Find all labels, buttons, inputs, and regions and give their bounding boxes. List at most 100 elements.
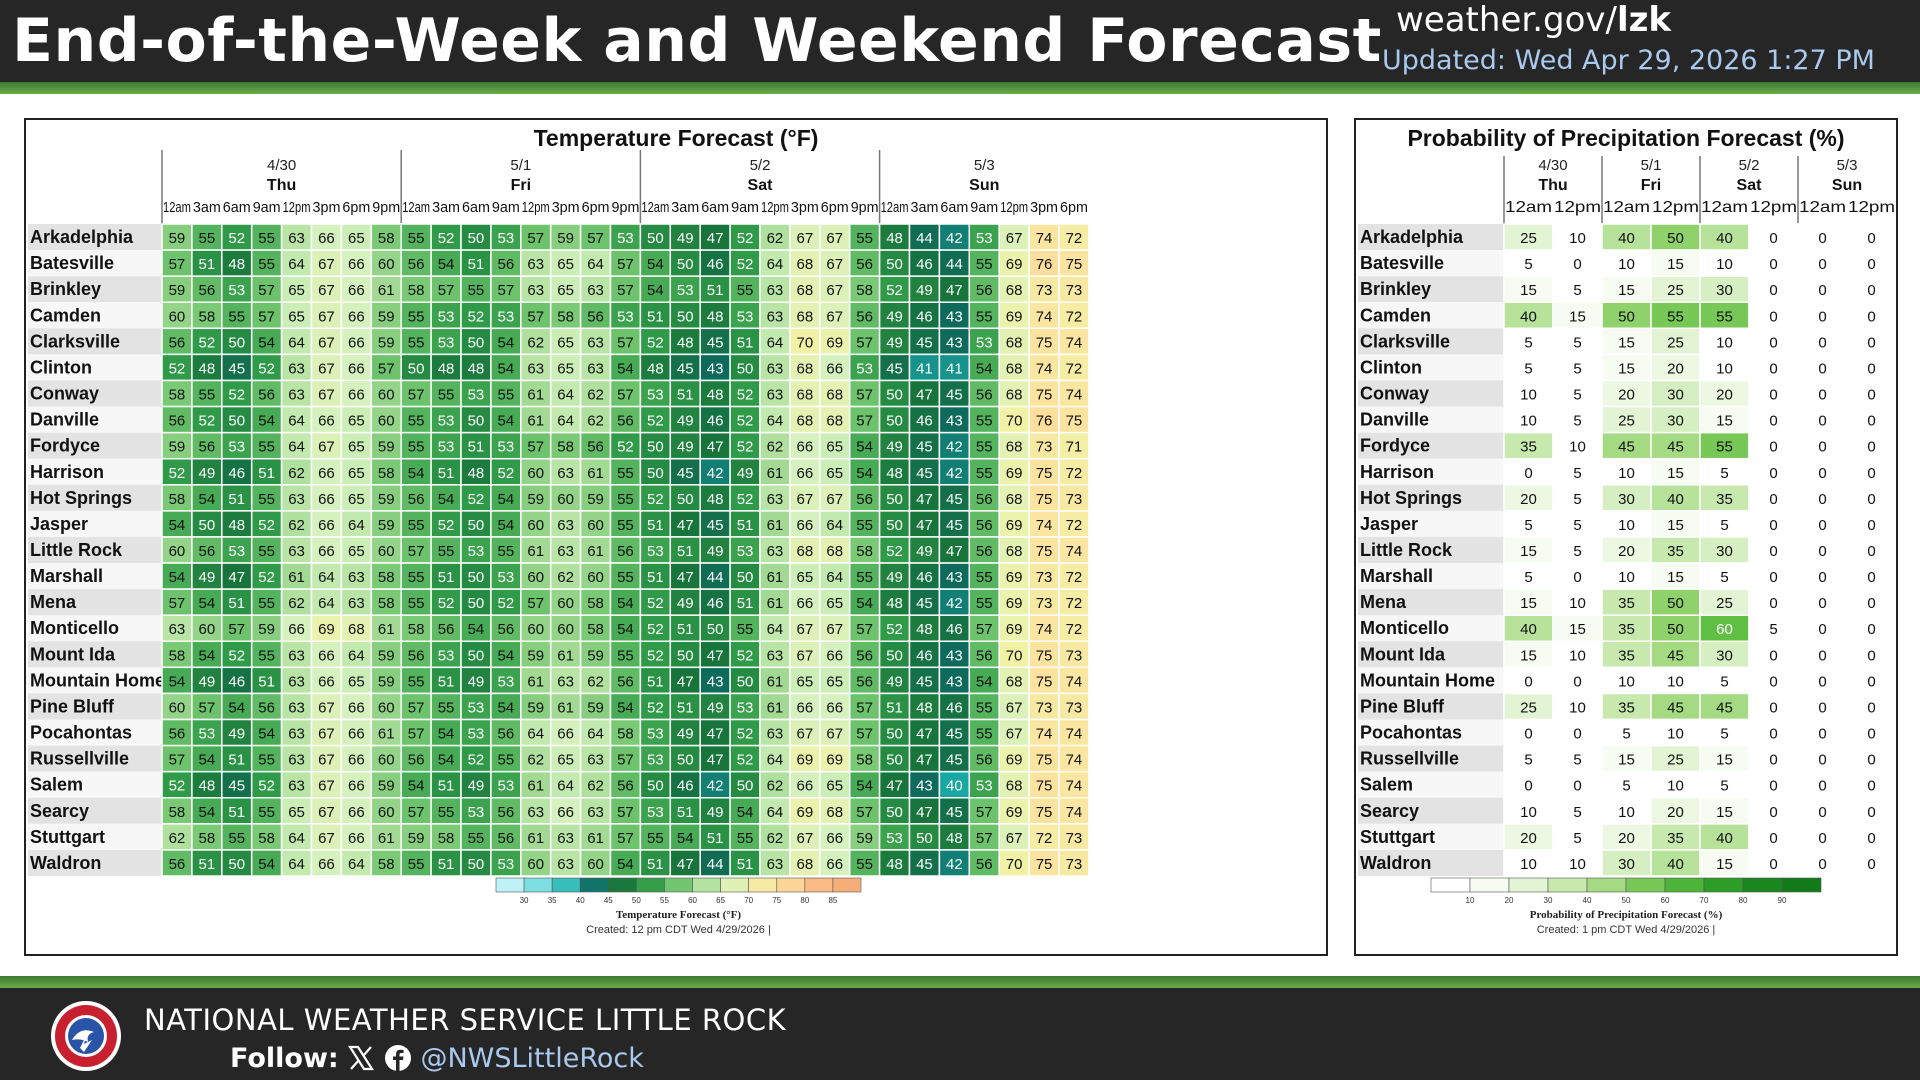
forecast-value: 45	[1716, 699, 1733, 716]
forecast-cell	[250, 770, 283, 799]
social-handle[interactable]: @NWSLittleRock	[420, 1043, 644, 1074]
facebook-icon[interactable]	[384, 1044, 412, 1072]
forecast-value: 61	[527, 387, 544, 404]
row-name-background	[1358, 458, 1504, 485]
forecast-cell	[1699, 249, 1750, 277]
forecast-value: 53	[498, 778, 515, 795]
forecast-value: 43	[946, 413, 963, 430]
forecast-value: 62	[288, 517, 305, 534]
forecast-value: 46	[228, 465, 245, 482]
forecast-value: 62	[587, 387, 604, 404]
forecast-cell	[221, 431, 253, 460]
forecast-value: 58	[408, 282, 425, 299]
forecast-value: 55	[438, 543, 455, 560]
forecast-value: 52	[498, 595, 515, 612]
location-name: Pocahontas	[1360, 723, 1462, 743]
forecast-value: 74	[1066, 334, 1083, 351]
forecast-value: 52	[617, 439, 634, 456]
hour-label: 3pm	[552, 199, 580, 216]
forecast-value: 43	[946, 569, 963, 586]
forecast-value: 0	[1818, 413, 1826, 430]
forecast-value: 51	[468, 439, 485, 456]
forecast-cell	[609, 823, 642, 851]
forecast-value: 57	[258, 282, 275, 299]
forecast-value: 72	[1066, 621, 1083, 638]
forecast-value: 0	[1769, 726, 1777, 743]
forecast-value: 66	[348, 726, 365, 743]
forecast-cell	[1748, 614, 1799, 643]
forecast-value: 55	[617, 517, 634, 534]
forecast-value: 48	[468, 360, 485, 377]
forecast-value: 49	[199, 569, 216, 586]
forecast-cell	[848, 823, 881, 851]
legend-swatch	[1469, 877, 1510, 893]
forecast-cell	[400, 484, 432, 512]
follow-label: Follow:	[230, 1043, 339, 1074]
forecast-cell	[699, 457, 731, 486]
forecast-value: 49	[886, 308, 903, 325]
forecast-value: 64	[587, 726, 604, 743]
forecast-value: 5	[1573, 413, 1581, 430]
x-logo-icon[interactable]	[347, 1044, 375, 1072]
forecast-value: 73	[1066, 830, 1083, 847]
forecast-value: 67	[318, 804, 335, 821]
forecast-value: 40	[1618, 230, 1635, 247]
forecast-value: 55	[258, 804, 275, 821]
forecast-cell	[639, 431, 672, 460]
forecast-value: 50	[886, 752, 903, 769]
forecast-value: 53	[617, 230, 634, 247]
forecast-value: 65	[348, 413, 365, 430]
forecast-value: 63	[288, 360, 305, 377]
forecast-value: 59	[378, 517, 395, 534]
row-name-background	[28, 354, 162, 381]
forecast-value: 52	[886, 282, 903, 299]
forecast-value: 5	[1720, 517, 1728, 534]
forecast-value: 55	[1667, 308, 1684, 325]
forecast-value: 63	[527, 256, 544, 273]
forecast-value: 56	[617, 673, 634, 690]
forecast-value: 51	[737, 595, 754, 612]
forecast-cell	[1748, 249, 1799, 277]
forecast-value: 57	[169, 256, 186, 273]
forecast-value: 54	[408, 465, 425, 482]
forecast-cell	[998, 431, 1030, 460]
forecast-cell	[1503, 614, 1554, 643]
forecast-value: 52	[737, 491, 754, 508]
forecast-value: 70	[1006, 647, 1023, 664]
header-stripe	[0, 82, 1920, 94]
forecast-value: 65	[826, 673, 843, 690]
forecast-value: 63	[288, 647, 305, 664]
forecast-cell	[460, 457, 492, 486]
forecast-value: 56	[408, 491, 425, 508]
forecast-value: 0	[1818, 387, 1826, 404]
forecast-value: 67	[318, 360, 335, 377]
website-link[interactable]: weather.gov/lzk	[1396, 0, 1671, 40]
forecast-cell	[579, 666, 612, 695]
location-name: Waldron	[1360, 853, 1431, 873]
forecast-value: 74	[1066, 726, 1083, 743]
forecast-value: 67	[318, 778, 335, 795]
forecast-value: 53	[976, 230, 993, 247]
forecast-value: 65	[348, 673, 365, 690]
forecast-cell	[280, 744, 313, 773]
forecast-value: 54	[258, 413, 275, 430]
forecast-cell	[1058, 275, 1090, 303]
forecast-value: 53	[647, 543, 664, 560]
forecast-cell	[669, 849, 701, 877]
forecast-value: 47	[677, 569, 694, 586]
forecast-cell	[1797, 797, 1848, 825]
forecast-value: 52	[737, 726, 754, 743]
forecast-value: 54	[498, 413, 515, 430]
forecast-value: 53	[228, 543, 245, 560]
forecast-value: 49	[677, 439, 694, 456]
forecast-value: 5	[1622, 778, 1630, 795]
forecast-value: 54	[677, 830, 694, 847]
forecast-cell	[1503, 223, 1554, 251]
forecast-value: 56	[856, 647, 873, 664]
forecast-value: 57	[856, 804, 873, 821]
forecast-cell	[490, 823, 522, 851]
forecast-value: 5	[1573, 543, 1581, 560]
forecast-value: 58	[378, 230, 395, 247]
forecast-value: 53	[647, 752, 664, 769]
forecast-value: 56	[976, 543, 993, 560]
